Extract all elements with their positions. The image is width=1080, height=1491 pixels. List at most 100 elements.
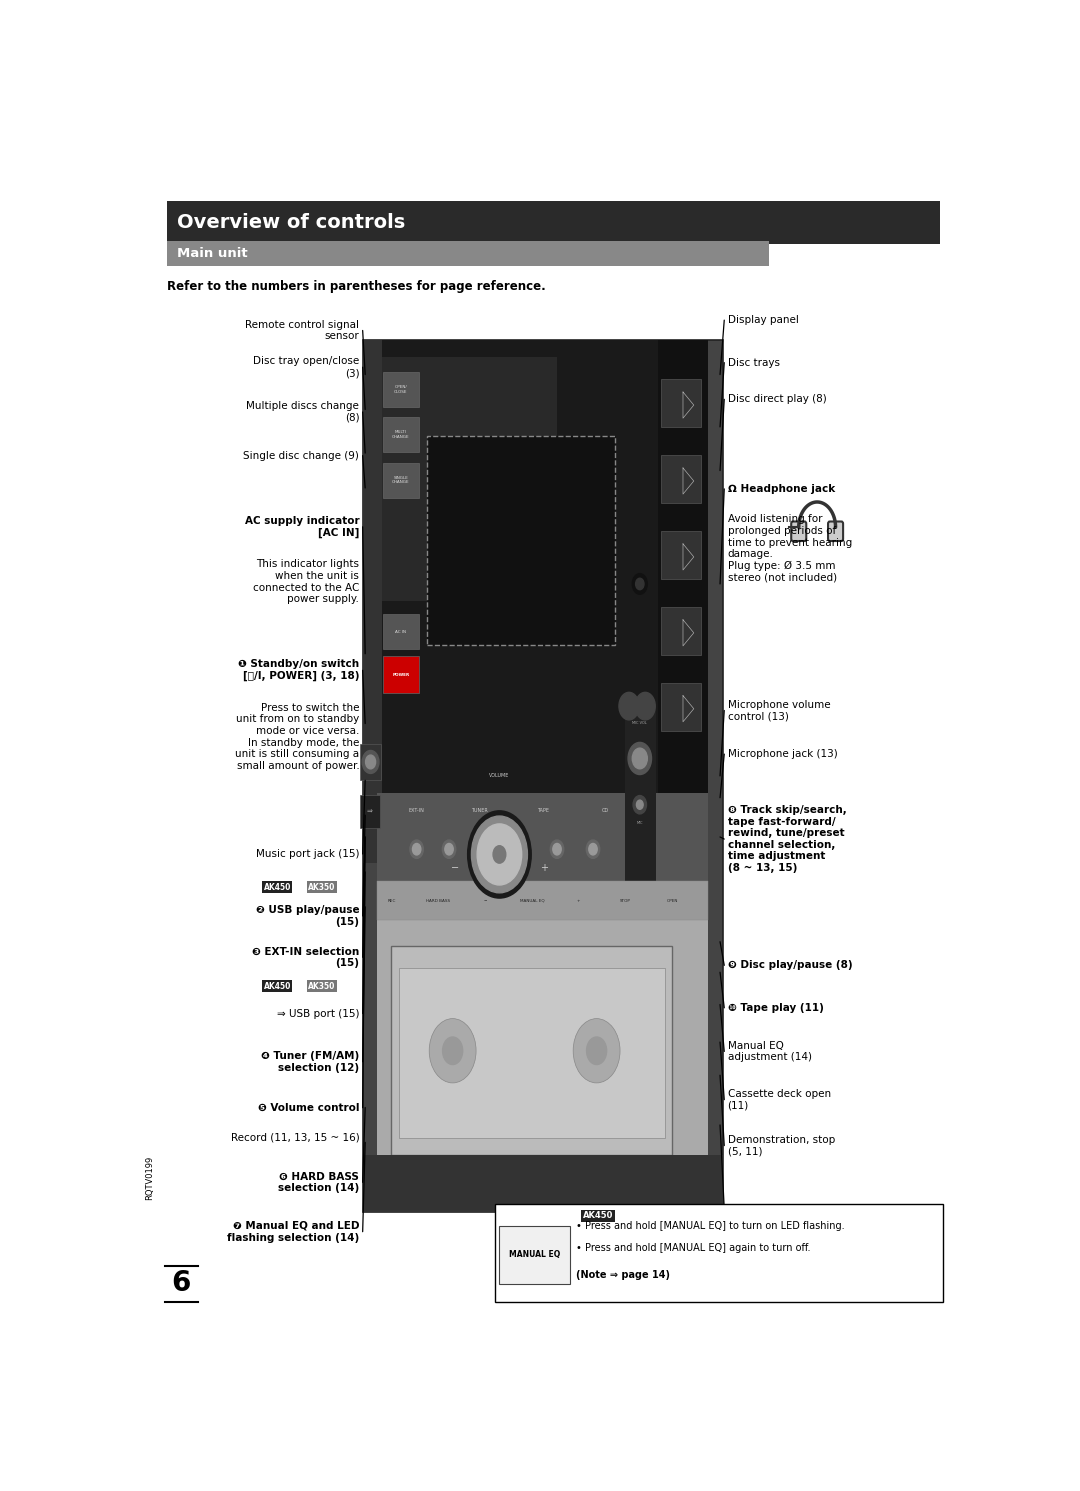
Text: Demonstration, stop
(5, 11): Demonstration, stop (5, 11) bbox=[728, 1135, 835, 1157]
Text: Ω Headphone jack: Ω Headphone jack bbox=[728, 485, 835, 494]
Circle shape bbox=[636, 801, 644, 810]
Circle shape bbox=[443, 839, 456, 859]
FancyBboxPatch shape bbox=[363, 340, 382, 863]
FancyBboxPatch shape bbox=[377, 358, 557, 601]
FancyBboxPatch shape bbox=[828, 522, 843, 541]
Circle shape bbox=[494, 845, 505, 863]
Text: MULTI
CHANGE: MULTI CHANGE bbox=[392, 431, 409, 438]
Text: MIC: MIC bbox=[636, 822, 643, 825]
Text: RQTV0199: RQTV0199 bbox=[146, 1156, 154, 1200]
FancyBboxPatch shape bbox=[377, 881, 708, 1212]
Text: REC: REC bbox=[388, 899, 395, 902]
Circle shape bbox=[636, 579, 644, 590]
Text: Remote control signal
sensor: Remote control signal sensor bbox=[245, 319, 360, 341]
FancyBboxPatch shape bbox=[166, 201, 941, 245]
Text: ⇒ USB port (15): ⇒ USB port (15) bbox=[276, 1008, 360, 1018]
Text: AK350: AK350 bbox=[308, 883, 335, 892]
Text: Main unit: Main unit bbox=[177, 248, 247, 259]
Text: Record (11, 13, 15 ~ 16): Record (11, 13, 15 ~ 16) bbox=[230, 1133, 360, 1142]
Text: Cassette holder (11): Cassette holder (11) bbox=[728, 1203, 835, 1214]
Text: This indicator lights
when the unit is
connected to the AC
power supply.: This indicator lights when the unit is c… bbox=[253, 559, 360, 604]
Circle shape bbox=[573, 1018, 620, 1082]
Text: Cassette deck open
(11): Cassette deck open (11) bbox=[728, 1088, 831, 1111]
FancyBboxPatch shape bbox=[499, 1226, 570, 1284]
FancyBboxPatch shape bbox=[382, 656, 419, 693]
Text: ❼ Manual EQ and LED
flashing selection (14): ❼ Manual EQ and LED flashing selection (… bbox=[227, 1221, 360, 1242]
Circle shape bbox=[589, 844, 597, 854]
Text: STOP: STOP bbox=[620, 899, 631, 902]
Text: Refer to the numbers in parentheses for page reference.: Refer to the numbers in parentheses for … bbox=[166, 280, 545, 292]
Text: MANUAL EQ: MANUAL EQ bbox=[509, 1251, 561, 1260]
Circle shape bbox=[365, 754, 376, 769]
Circle shape bbox=[553, 844, 562, 854]
Text: AK450: AK450 bbox=[264, 981, 291, 990]
Text: Microphone jack (13): Microphone jack (13) bbox=[728, 748, 837, 759]
Text: CD: CD bbox=[602, 808, 609, 813]
Text: Display panel: Display panel bbox=[728, 315, 798, 325]
FancyBboxPatch shape bbox=[661, 607, 701, 655]
Circle shape bbox=[362, 750, 379, 774]
Text: ❺ Volume control: ❺ Volume control bbox=[258, 1103, 360, 1112]
Text: EXT-IN: EXT-IN bbox=[408, 808, 424, 813]
Circle shape bbox=[632, 574, 647, 595]
Text: Overview of controls: Overview of controls bbox=[177, 213, 405, 233]
Text: Press to switch the
unit from on to standby
mode or vice versa.
In standby mode,: Press to switch the unit from on to stan… bbox=[235, 702, 360, 771]
FancyBboxPatch shape bbox=[377, 793, 708, 881]
Circle shape bbox=[443, 1036, 462, 1065]
FancyBboxPatch shape bbox=[661, 531, 701, 579]
Circle shape bbox=[429, 1018, 476, 1082]
Circle shape bbox=[586, 1036, 607, 1065]
Text: AK450: AK450 bbox=[264, 883, 291, 892]
FancyBboxPatch shape bbox=[377, 881, 708, 920]
FancyBboxPatch shape bbox=[661, 683, 701, 731]
Text: Disc tray open/close
(3): Disc tray open/close (3) bbox=[253, 356, 360, 379]
Circle shape bbox=[551, 839, 564, 859]
FancyBboxPatch shape bbox=[166, 242, 769, 267]
Text: MANUAL EQ: MANUAL EQ bbox=[519, 899, 544, 902]
Text: ❾ Disc play/pause (8): ❾ Disc play/pause (8) bbox=[728, 960, 852, 971]
FancyBboxPatch shape bbox=[382, 417, 419, 452]
Text: −: − bbox=[483, 899, 487, 902]
Text: ❿ Tape play (11): ❿ Tape play (11) bbox=[728, 1003, 823, 1012]
Circle shape bbox=[633, 796, 647, 814]
Text: OPEN/
CLOSE: OPEN/ CLOSE bbox=[394, 385, 407, 394]
Text: TUNER: TUNER bbox=[471, 808, 488, 813]
FancyBboxPatch shape bbox=[360, 795, 379, 829]
Circle shape bbox=[410, 839, 423, 859]
Circle shape bbox=[468, 811, 531, 898]
Text: • Press and hold [MANUAL EQ] again to turn off.: • Press and hold [MANUAL EQ] again to tu… bbox=[576, 1243, 811, 1252]
Text: TAPE: TAPE bbox=[537, 808, 549, 813]
Text: −: − bbox=[450, 862, 459, 872]
FancyBboxPatch shape bbox=[382, 462, 419, 498]
Text: Microphone volume
control (13): Microphone volume control (13) bbox=[728, 699, 831, 722]
Text: HARD BASS: HARD BASS bbox=[427, 899, 450, 902]
FancyBboxPatch shape bbox=[399, 968, 665, 1138]
Text: SINGLE
CHANGE: SINGLE CHANGE bbox=[392, 476, 409, 485]
Text: ❸ EXT-IN selection
(15): ❸ EXT-IN selection (15) bbox=[252, 947, 360, 968]
Circle shape bbox=[635, 692, 656, 720]
Text: Single disc change (9): Single disc change (9) bbox=[243, 450, 360, 461]
FancyBboxPatch shape bbox=[382, 371, 419, 407]
Text: AC supply indicator
[AC IN]: AC supply indicator [AC IN] bbox=[245, 516, 360, 538]
Text: ❽ Track skip/search,
tape fast-forward/
rewind, tune/preset
channel selection,
t: ❽ Track skip/search, tape fast-forward/ … bbox=[728, 805, 847, 874]
Text: POWER: POWER bbox=[392, 672, 409, 677]
Text: AK450: AK450 bbox=[583, 1211, 613, 1220]
Circle shape bbox=[445, 844, 454, 854]
FancyBboxPatch shape bbox=[382, 614, 419, 650]
Text: ❷ USB play/pause
(15): ❷ USB play/pause (15) bbox=[256, 905, 360, 927]
Circle shape bbox=[413, 844, 421, 854]
Text: Disc trays: Disc trays bbox=[728, 358, 780, 368]
FancyBboxPatch shape bbox=[360, 744, 381, 780]
FancyBboxPatch shape bbox=[391, 947, 672, 1156]
Text: ❶ Standby/on switch
[⏻/I, POWER] (3, 18): ❶ Standby/on switch [⏻/I, POWER] (3, 18) bbox=[239, 659, 360, 681]
Text: Manual EQ
adjustment (14): Manual EQ adjustment (14) bbox=[728, 1041, 811, 1062]
Circle shape bbox=[472, 816, 527, 893]
FancyBboxPatch shape bbox=[658, 340, 708, 793]
FancyBboxPatch shape bbox=[363, 1156, 723, 1212]
Text: • Press and hold [MANUAL EQ] to turn on LED flashing.: • Press and hold [MANUAL EQ] to turn on … bbox=[576, 1221, 845, 1230]
Text: AC IN: AC IN bbox=[395, 631, 406, 634]
Text: ❻ HARD BASS
selection (14): ❻ HARD BASS selection (14) bbox=[278, 1172, 360, 1193]
Text: Avoid listening for
prolonged periods of
time to prevent hearing
damage.
Plug ty: Avoid listening for prolonged periods of… bbox=[728, 514, 852, 583]
Text: Music port jack (15): Music port jack (15) bbox=[256, 848, 360, 859]
Text: +: + bbox=[540, 862, 548, 872]
